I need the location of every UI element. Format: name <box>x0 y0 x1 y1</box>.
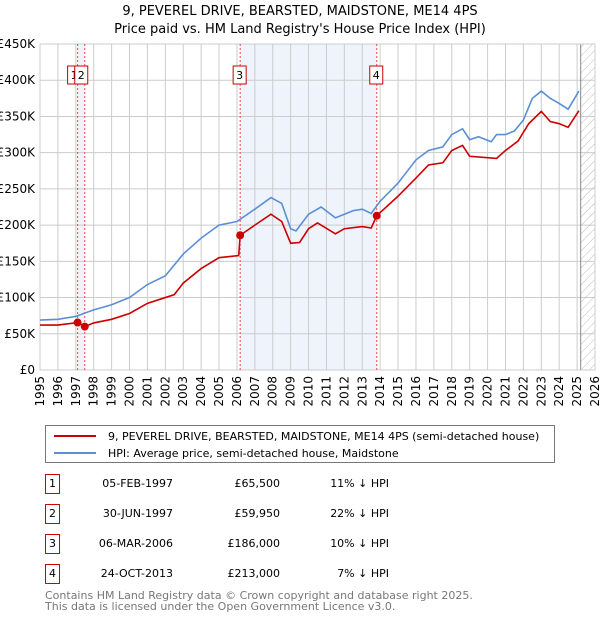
sale-date: 06-MAR-2006 <box>98 537 173 550</box>
sale-marker-label: 3 <box>45 534 60 554</box>
sale-hpi-diff: 11% ↓ HPI <box>330 477 389 490</box>
y-tick-label: £300K <box>0 146 36 160</box>
sale-label-text: 3 <box>236 69 243 82</box>
x-tick-label: 2026 <box>588 376 600 407</box>
property-price-line <box>40 110 580 328</box>
sale-label-border <box>232 65 247 85</box>
legend-item-property: 9, PEVEREL DRIVE, BEARSTED, MAIDSTONE, M… <box>46 428 539 444</box>
y-tick-label: £150K <box>0 254 36 268</box>
sale-point <box>73 318 82 327</box>
sale-row: 4 24-OCT-2013 £213,000 7% ↓ HPI <box>45 564 545 584</box>
x-tick-label: 2003 <box>176 376 190 407</box>
sale-marker-label: 2 <box>45 504 60 524</box>
x-tick-label: 2015 <box>391 376 405 407</box>
sale-label-box: 4 <box>369 65 384 85</box>
y-tick-label: £50K <box>4 327 36 341</box>
x-tick-label: 2016 <box>409 376 423 407</box>
shaded-period-1-2 <box>77 44 85 370</box>
x-tick-label: 2000 <box>123 376 137 407</box>
footer-line: This data is licensed under the Open Gov… <box>45 600 396 613</box>
legend: 9, PEVEREL DRIVE, BEARSTED, MAIDSTONE, M… <box>45 425 555 463</box>
sale-label-border <box>74 65 89 85</box>
title-line2: Price paid vs. HM Land Registry's House … <box>114 22 486 37</box>
x-tick-label: 2004 <box>194 376 208 407</box>
x-tick-label: 2005 <box>212 376 226 407</box>
x-tick-label: 2013 <box>355 376 369 407</box>
x-tick-label: 2022 <box>516 376 530 407</box>
sale-hpi-diff: 22% ↓ HPI <box>330 507 389 520</box>
sale-label-box: 2 <box>74 65 89 85</box>
sale-label-text: 2 <box>78 69 85 82</box>
price-chart: 1995 1996 1997 1998 1999 2000 2001 2002 2003 2004… <box>0 37 600 407</box>
sale-row: 3 06-MAR-2006 £186,000 10% ↓ HPI <box>45 534 545 554</box>
y-tick-label: £250K <box>0 182 36 196</box>
forecast-hatch-area <box>580 44 595 370</box>
x-tick-label: 2017 <box>427 376 441 407</box>
hpi-line <box>39 90 580 321</box>
legend-swatch-red <box>54 435 96 437</box>
sale-label-box: 3 <box>232 65 247 85</box>
y-tick-label: £200K <box>0 218 36 232</box>
sale-point <box>236 231 245 240</box>
x-tick-label: 1997 <box>69 376 83 407</box>
x-tick-label: 2021 <box>498 376 512 407</box>
y-tick-label: £0 <box>20 363 35 377</box>
x-tick-label: 1998 <box>87 376 101 407</box>
x-tick-label: 2009 <box>284 376 298 407</box>
sale-date: 05-FEB-1997 <box>102 477 173 490</box>
title-line1: 9, PEVEREL DRIVE, BEARSTED, MAIDSTONE, M… <box>122 4 478 19</box>
x-tick-label: 2019 <box>463 376 477 407</box>
x-tick-label: 1996 <box>51 376 65 407</box>
x-tick-label: 2023 <box>534 376 548 407</box>
legend-label: 9, PEVEREL DRIVE, BEARSTED, MAIDSTONE, M… <box>108 429 540 443</box>
x-tick-label: 2025 <box>570 376 584 407</box>
x-tick-label: 2024 <box>552 376 566 407</box>
x-tick-label: 2008 <box>266 376 280 407</box>
sale-label-border <box>369 65 384 85</box>
plot-frame <box>39 43 596 371</box>
x-tick-label: 2002 <box>158 376 172 407</box>
x-tick-label: 2010 <box>302 376 316 407</box>
y-tick-label: £400K <box>0 73 36 87</box>
sale-point <box>80 322 89 331</box>
sale-price: £186,000 <box>227 537 281 550</box>
sale-price: £59,950 <box>234 507 281 520</box>
x-tick-label: 2014 <box>373 376 387 407</box>
x-tick-label: 1999 <box>105 376 119 407</box>
sale-marker-label: 4 <box>45 564 60 584</box>
y-tick-label: £100K <box>0 291 36 305</box>
chart-title: 9, PEVEREL DRIVE, BEARSTED, MAIDSTONE, M… <box>0 3 600 39</box>
legend-swatch-blue <box>54 452 96 454</box>
footer-line: Contains HM Land Registry data © Crown c… <box>45 589 473 602</box>
sale-row: 2 30-JUN-1997 £59,950 22% ↓ HPI <box>45 504 545 524</box>
legend-item-hpi: HPI: Average price, semi-detached house,… <box>46 445 399 461</box>
x-tick-label: 2006 <box>230 376 244 407</box>
sale-row: 1 05-FEB-1997 £65,500 11% ↓ HPI <box>45 474 545 494</box>
sale-date: 30-JUN-1997 <box>102 507 173 520</box>
sale-hpi-diff: 10% ↓ HPI <box>330 537 389 550</box>
sale-price: £65,500 <box>234 477 281 490</box>
x-tick-label: 2011 <box>319 376 333 407</box>
x-tick-label: 2018 <box>445 376 459 407</box>
sale-marker-label: 1 <box>45 474 60 494</box>
footer: Contains HM Land Registry data © Crown c… <box>45 590 473 612</box>
sale-hpi-diff: 7% ↓ HPI <box>337 567 389 580</box>
sale-point <box>372 211 381 220</box>
sale-label-text: 4 <box>373 69 380 82</box>
legend-label: HPI: Average price, semi-detached house,… <box>108 446 399 460</box>
sale-price: £213,000 <box>227 567 281 580</box>
y-tick-label: £350K <box>0 109 36 123</box>
x-tick-label: 1995 <box>33 376 47 407</box>
x-tick-label: 2007 <box>248 376 262 407</box>
x-tick-label: 2001 <box>140 376 154 407</box>
sale-date: 24-OCT-2013 <box>100 567 173 580</box>
x-tick-label: 2012 <box>337 376 351 407</box>
sale-label-text: 1 <box>71 69 78 82</box>
x-tick-label: 2020 <box>481 376 495 407</box>
y-tick-label: £450K <box>0 37 36 51</box>
